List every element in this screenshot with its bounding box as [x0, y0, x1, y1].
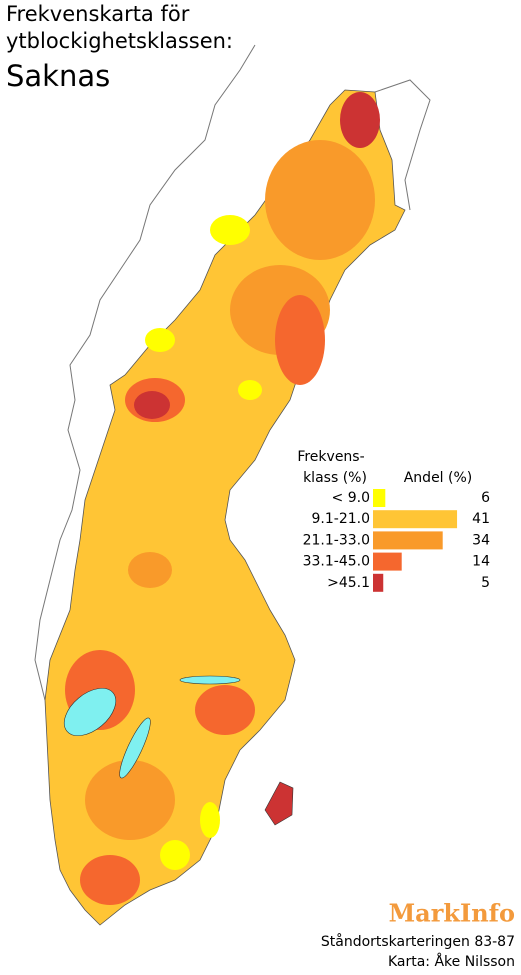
- legend-value: 6: [481, 490, 490, 506]
- legend-label: 21.1-33.0: [303, 532, 370, 548]
- lake-vattern: [119, 717, 151, 779]
- map: [34, 44, 431, 926]
- legend-bar: [373, 489, 386, 507]
- legend-label: >45.1: [327, 575, 370, 591]
- legend-header: Frekvens-: [297, 449, 364, 465]
- credit: Karta: Åke Nilsson: [388, 953, 515, 970]
- title-subject: Saknas: [6, 59, 110, 93]
- legend-label: 9.1-21.0: [312, 511, 371, 527]
- finland-border: [374, 79, 431, 211]
- legend-bar: [373, 573, 384, 592]
- gotland: [264, 781, 294, 826]
- title-line: ytblockighetsklassen:: [6, 29, 233, 53]
- legend: Frekvens- klass (%) Andel (%) < 9.0 6 9.1-…: [297, 449, 490, 592]
- legend-bar: [373, 510, 458, 529]
- credit: Ståndortskarteringen 83-87: [321, 933, 515, 950]
- lake-vanern: [63, 687, 117, 737]
- legend-header: Andel (%): [404, 470, 473, 486]
- legend-value: 5: [481, 575, 490, 591]
- lake-malaren: [179, 675, 241, 685]
- legend-label: 33.1-45.0: [303, 554, 370, 570]
- legend-value: 14: [472, 554, 490, 570]
- legend-value: 41: [472, 511, 490, 527]
- legend-bar: [373, 552, 402, 571]
- legend-bar: [373, 531, 443, 550]
- title-line: Frekvenskarta för: [6, 2, 190, 26]
- legend-header: klass (%): [303, 470, 367, 486]
- legend-value: 34: [472, 532, 490, 548]
- norway-border: [34, 44, 256, 701]
- legend-label: < 9.0: [332, 490, 370, 506]
- brand: MarkInfo: [389, 899, 515, 928]
